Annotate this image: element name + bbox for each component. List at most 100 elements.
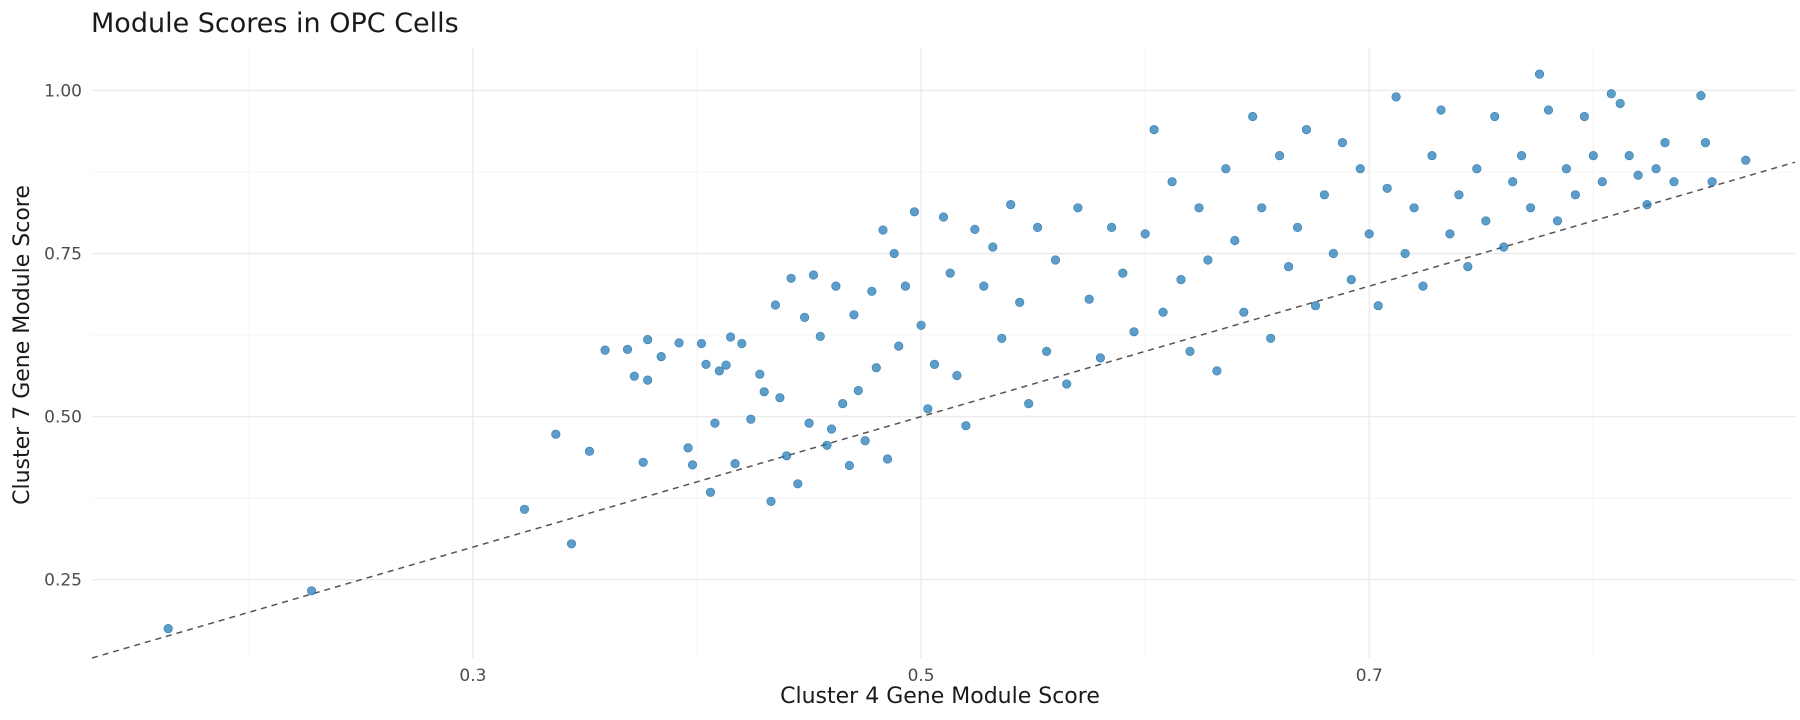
data-point [710,418,720,428]
data-point [1463,262,1473,272]
data-point [1418,281,1428,291]
data-point [683,443,693,453]
data-point [1700,138,1710,148]
data-point [929,359,940,370]
data-point [1525,203,1536,213]
data-point [1741,155,1751,165]
data-point [696,338,707,349]
chart-title: Module Scores in OPC Cells [91,8,459,39]
data-point [766,496,776,507]
data-point [1490,111,1500,122]
data-point [1454,190,1464,200]
data-point [1400,248,1410,259]
data-point [721,360,731,370]
data-point [1516,151,1527,161]
data-point [1328,248,1338,259]
data-point [988,242,998,252]
data-point [1283,262,1294,272]
data-point [952,370,962,381]
data-point [900,281,911,291]
data-point [1230,235,1240,246]
data-point [804,418,814,428]
x-axis-ticks: 0.3 0.5 0.7 [459,666,1382,686]
data-point [1633,170,1643,180]
data-point [755,369,765,379]
data-points [163,69,1751,634]
data-point [1301,125,1312,135]
y-tick-label: 0.25 [44,571,82,591]
data-point [566,539,577,549]
data-point [600,345,610,355]
data-point [815,331,825,342]
data-point [1481,216,1491,226]
data-point [1212,366,1222,376]
data-point [1203,255,1213,265]
data-point [1274,151,1285,161]
data-point [1373,301,1383,311]
data-point [997,333,1007,343]
data-point [1534,69,1545,79]
data-point [860,436,870,446]
data-point [831,281,841,291]
data-point [656,352,666,362]
reference-line [91,161,1796,659]
data-point [844,460,855,471]
data-point [1041,346,1052,357]
data-point [822,440,832,450]
data-point [1543,105,1554,115]
data-point [1499,242,1509,252]
data-point [979,281,989,291]
data-point [629,371,639,381]
data-point [584,446,595,456]
data-point [894,341,904,351]
data-point [1015,297,1025,308]
data-point [551,429,561,439]
grid [92,48,1795,658]
data-point [163,623,173,634]
data-point [1176,275,1186,285]
data-point [622,344,633,355]
data-point [938,212,949,222]
y-tick-label: 0.75 [44,245,82,265]
x-tick-label: 0.5 [908,666,935,686]
data-point [1319,190,1329,200]
data-point [793,479,803,489]
data-point [730,459,740,469]
data-point [1129,327,1139,337]
data-point [853,385,863,396]
data-point [770,300,781,310]
data-point [1257,203,1267,213]
data-point [1696,90,1706,101]
data-point [871,363,881,373]
data-point [1084,294,1094,304]
data-point [1050,255,1061,265]
data-point [705,487,716,497]
x-tick-label: 0.3 [459,666,486,686]
data-point [849,310,859,320]
data-point [1436,105,1446,115]
data-point [1158,307,1168,317]
data-point [1310,301,1321,311]
data-point [643,335,653,345]
data-point [1472,164,1482,174]
y-tick-label: 0.50 [44,408,82,428]
data-point [923,404,933,414]
data-point [638,457,648,467]
data-point [1570,190,1580,200]
data-point [882,454,893,464]
data-point [909,207,920,217]
data-point [1194,203,1204,213]
data-point [1391,92,1401,102]
data-point [1062,379,1072,389]
data-point [1266,333,1276,343]
data-point [961,421,971,431]
data-point [1106,222,1117,232]
data-point [1140,229,1150,239]
data-point [1239,307,1249,317]
data-point [838,399,848,409]
data-point [1167,177,1177,187]
data-point [1024,399,1034,409]
data-point [808,270,819,280]
data-point [643,375,653,385]
